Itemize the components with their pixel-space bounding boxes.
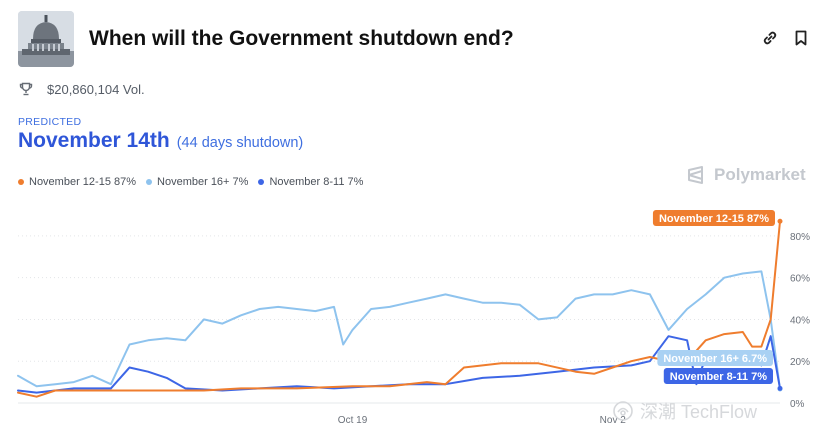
polymarket-icon xyxy=(688,166,703,184)
series-end-label-box xyxy=(663,368,773,384)
legend-label: November 12-15 87% xyxy=(29,176,137,188)
y-tick-label: 40% xyxy=(790,315,810,326)
volume-row: $20,860,104 Vol. xyxy=(18,80,145,98)
market-title: When will the Government shutdown end? xyxy=(89,27,514,50)
trophy-icon xyxy=(19,82,33,96)
watermark: 深潮 TechFlow xyxy=(612,400,757,422)
legend-item-november-16-plus[interactable]: November 16+ 7% xyxy=(146,176,248,188)
y-tick-label: 0% xyxy=(790,399,805,410)
watermark-logo-icon xyxy=(613,401,633,421)
series-end-label: November 12-15 87% xyxy=(652,210,775,226)
prediction-row: November 14th (44 days shutdown) xyxy=(18,129,303,153)
series-line-0 xyxy=(17,220,781,398)
predicted-label: PREDICTED xyxy=(18,116,82,128)
link-icon[interactable] xyxy=(760,28,780,48)
volume-text: $20,860,104 Vol. xyxy=(47,81,145,97)
x-tick-label: Nov 2 xyxy=(600,415,627,426)
legend-label: November 16+ 7% xyxy=(157,176,249,188)
x-tick-label: Oct 19 xyxy=(338,415,368,426)
watermark-text: 深潮 TechFlow xyxy=(640,402,758,422)
legend-dot xyxy=(146,179,153,185)
series-end-point xyxy=(777,218,783,224)
series-end-label-box xyxy=(657,350,773,366)
series-end-label-text: November 12-15 87% xyxy=(659,213,769,225)
predicted-outcome: November 14th xyxy=(18,129,170,152)
legend-dot xyxy=(258,179,265,185)
series-end-label-text: November 16+ 6.7% xyxy=(663,353,767,365)
bookmark-icon[interactable] xyxy=(791,28,811,48)
legend-item-november-8-11[interactable]: November 8-11 7% xyxy=(258,176,363,188)
legend-label: November 8-11 7% xyxy=(269,176,364,188)
series-end-label: November 8-11 7% xyxy=(663,368,773,384)
predicted-outcome-detail: (44 days shutdown) xyxy=(176,135,304,151)
series-line-1 xyxy=(17,270,781,390)
y-tick-label: 20% xyxy=(790,357,810,368)
chart-legend: November 12-15 87% November 16+ 7% Novem… xyxy=(18,175,373,189)
capitol-building-image xyxy=(18,11,74,67)
polymarket-logo: Polymarket xyxy=(686,164,806,186)
series-end-point xyxy=(777,385,783,391)
y-tick-label: 80% xyxy=(790,232,810,243)
series-end-label-text: November 8-11 7% xyxy=(670,371,767,383)
legend-dot xyxy=(18,179,24,185)
polymarket-wordmark: Polymarket xyxy=(714,165,806,184)
y-tick-label: 60% xyxy=(790,274,810,285)
legend-item-november-12-15[interactable]: November 12-15 87% xyxy=(18,176,136,188)
series-end-label: November 16+ 6.7% xyxy=(657,350,773,366)
series-end-label-box xyxy=(652,210,775,226)
